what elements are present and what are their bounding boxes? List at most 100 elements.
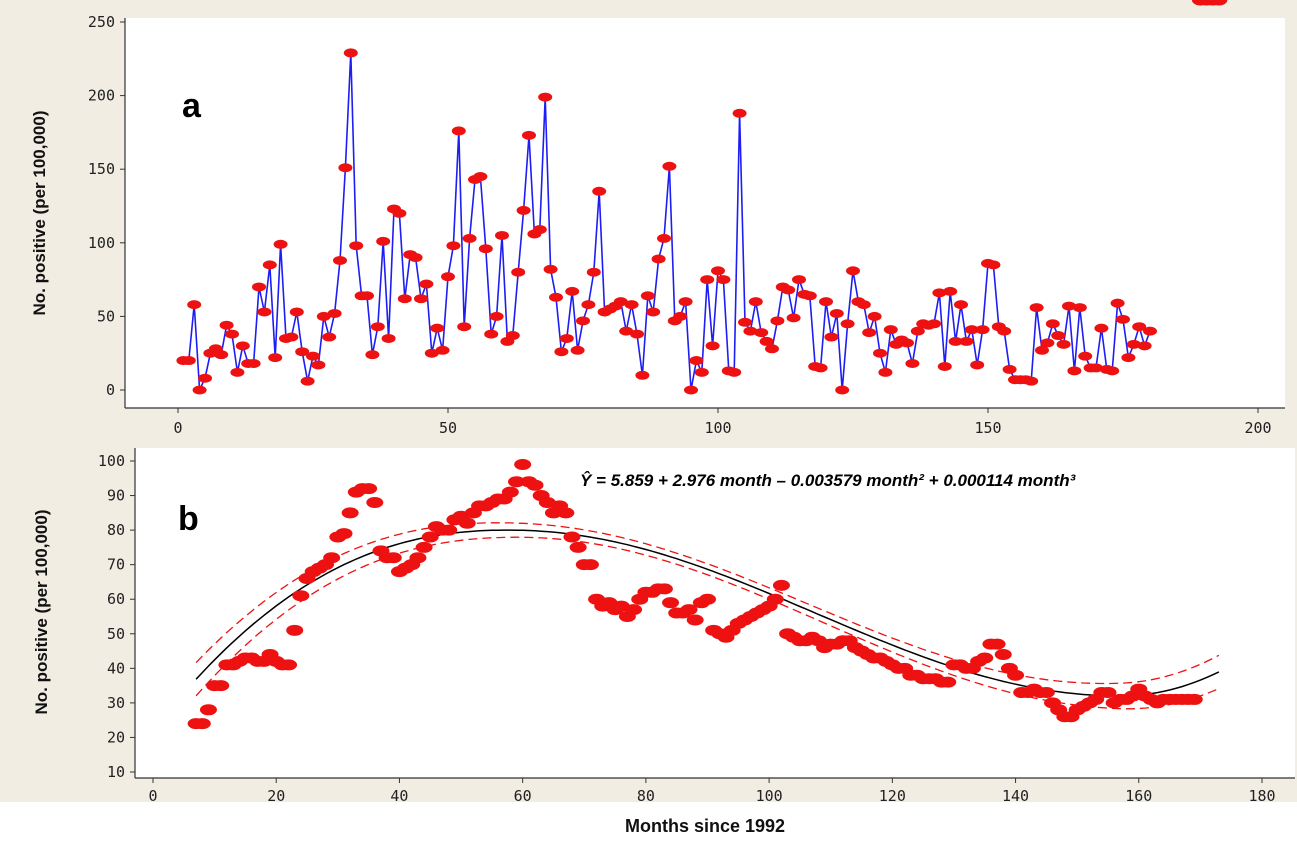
panel-b-y-tick-label: 70 [107, 556, 125, 574]
panel-b-data-point [212, 680, 230, 692]
panel-b-data-point [366, 496, 384, 508]
panel-b-data-point [1007, 669, 1025, 681]
panel-a-data-point [716, 275, 731, 285]
panel-a-data-point [300, 376, 315, 386]
panel-a-x-tick-label: 200 [1244, 419, 1271, 437]
panel-a-data-point [1105, 366, 1120, 376]
panel-b-x-tick-label: 140 [1002, 787, 1029, 805]
panel-a-data-point [1035, 345, 1049, 355]
panel-a-ylabel: No. positive (per 100,000) [30, 110, 49, 315]
panel-a-y-tick-label: 100 [88, 234, 115, 252]
panel-a-data-point [1024, 376, 1039, 386]
panel-a-data-point [181, 356, 196, 366]
panel-a-data-point [322, 332, 337, 342]
panel-a-data-point [840, 319, 855, 329]
panel-a-data-point [619, 326, 634, 336]
panel-a-data-point [1067, 366, 1082, 376]
panel-b-data-point [569, 541, 587, 553]
panel-a-data-point [478, 244, 493, 254]
panel-a-y-tick-label: 150 [88, 160, 115, 178]
panel-a-data-point [1089, 363, 1103, 373]
panel-b-y-tick-label: 60 [107, 590, 125, 608]
panel-a-data-point [1002, 364, 1017, 374]
panel-a-data-point [986, 260, 1001, 270]
panel-b-data-point [1037, 687, 1055, 699]
panel-b-y-tick-label: 80 [107, 521, 125, 539]
panel-a-data-point [419, 279, 434, 289]
panel-a-data-point [754, 328, 769, 338]
panel-a-data-point [1132, 322, 1147, 332]
panel-a-data-point [554, 347, 569, 357]
panel-a-data-point [230, 367, 245, 377]
panel-b-data-point [939, 676, 957, 688]
panel-a-data-point [333, 255, 347, 265]
panel-a-data-point [846, 266, 860, 276]
panel-b-data-point [1185, 693, 1203, 705]
panel-a-data-point [360, 291, 374, 301]
panel-a-data-point [1040, 338, 1055, 348]
panel-a: 0 50 100 150 200 0 50 100 150 200 250 a No. positi… [0, 0, 1297, 440]
x-axis-title: Months since 1992 [625, 816, 785, 836]
panel-b-data-point [526, 479, 544, 491]
panel-b-x-tick-label: 0 [148, 787, 157, 805]
panel-b-data-point [292, 590, 310, 602]
panel-a-data-point [873, 348, 887, 358]
panel-a-data-point [959, 336, 974, 346]
panel-b-x-tick-label: 180 [1248, 787, 1275, 805]
panel-b-y-tick-label: 40 [107, 659, 125, 677]
panel-b: 0 20 40 60 80 100 120 140 160 180 10 20 30 40 50 60 70 80… [0, 0, 1297, 805]
panel-a-data-point [316, 311, 331, 321]
panel-a-x-tick-label: 0 [173, 419, 182, 437]
panel-a-data-point [435, 345, 450, 355]
panel-a-data-point [349, 241, 364, 251]
panel-b-data-point [501, 486, 519, 498]
panel-a-data-point [549, 292, 563, 302]
panel-a-data-point [484, 329, 499, 339]
panel-a-plot-area [125, 18, 1285, 408]
panel-a-data-point [262, 260, 277, 270]
panel-a-data-point [905, 359, 920, 369]
panel-b-data-point [409, 552, 427, 564]
panel-a-data-point [705, 341, 720, 351]
panel-b-data-point [699, 593, 716, 605]
panel-a-data-point [370, 322, 385, 332]
panel-a-data-point [813, 363, 828, 373]
panel-b-data-point [458, 517, 476, 529]
panel-a-data-point [640, 291, 655, 301]
panel-b-data-point [976, 652, 994, 664]
panel-b-data-point [772, 579, 790, 591]
panel-a-data-point [214, 350, 229, 360]
panel-b-ylabel: No. positive (per 100,000) [32, 509, 51, 714]
panel-a-data-point [1029, 303, 1044, 313]
panel-a-data-point [327, 308, 342, 318]
panel-a-data-point [273, 239, 288, 249]
panel-a-x-tick-label: 50 [439, 419, 457, 437]
panel-a-data-point [1062, 301, 1076, 311]
panel-b-y-tick-label: 100 [98, 452, 125, 470]
panel-b-data-point [655, 583, 673, 595]
panel-a-data-point [295, 347, 310, 357]
panel-b-data-point [988, 638, 1006, 650]
panel-a-y-tick-label: 50 [97, 307, 115, 325]
panel-a-data-point [657, 233, 671, 243]
panel-b-y-tick-label: 50 [107, 625, 125, 643]
panel-a-y-tick-label: 200 [88, 87, 115, 105]
panel-a-data-point [1094, 323, 1109, 333]
panel-a-data-point [408, 253, 423, 263]
panel-b-data-point [335, 528, 353, 540]
panel-a-data-point [1056, 339, 1071, 349]
panel-a-data-point [748, 297, 763, 307]
panel-b-data-point [199, 704, 217, 716]
panel-b-data-point [341, 507, 359, 519]
panel-a-data-point [446, 241, 461, 251]
panel-b-y-tick-label: 20 [107, 728, 125, 746]
panel-b-y-tick-label: 90 [107, 487, 125, 505]
panel-a-data-point [441, 272, 455, 282]
panel-a-data-point [252, 282, 266, 292]
panel-a-data-point [246, 359, 261, 369]
panel-b-data-point [581, 559, 599, 571]
panel-b-x-tick-label: 60 [514, 787, 532, 805]
panel-a-data-point [900, 338, 914, 348]
